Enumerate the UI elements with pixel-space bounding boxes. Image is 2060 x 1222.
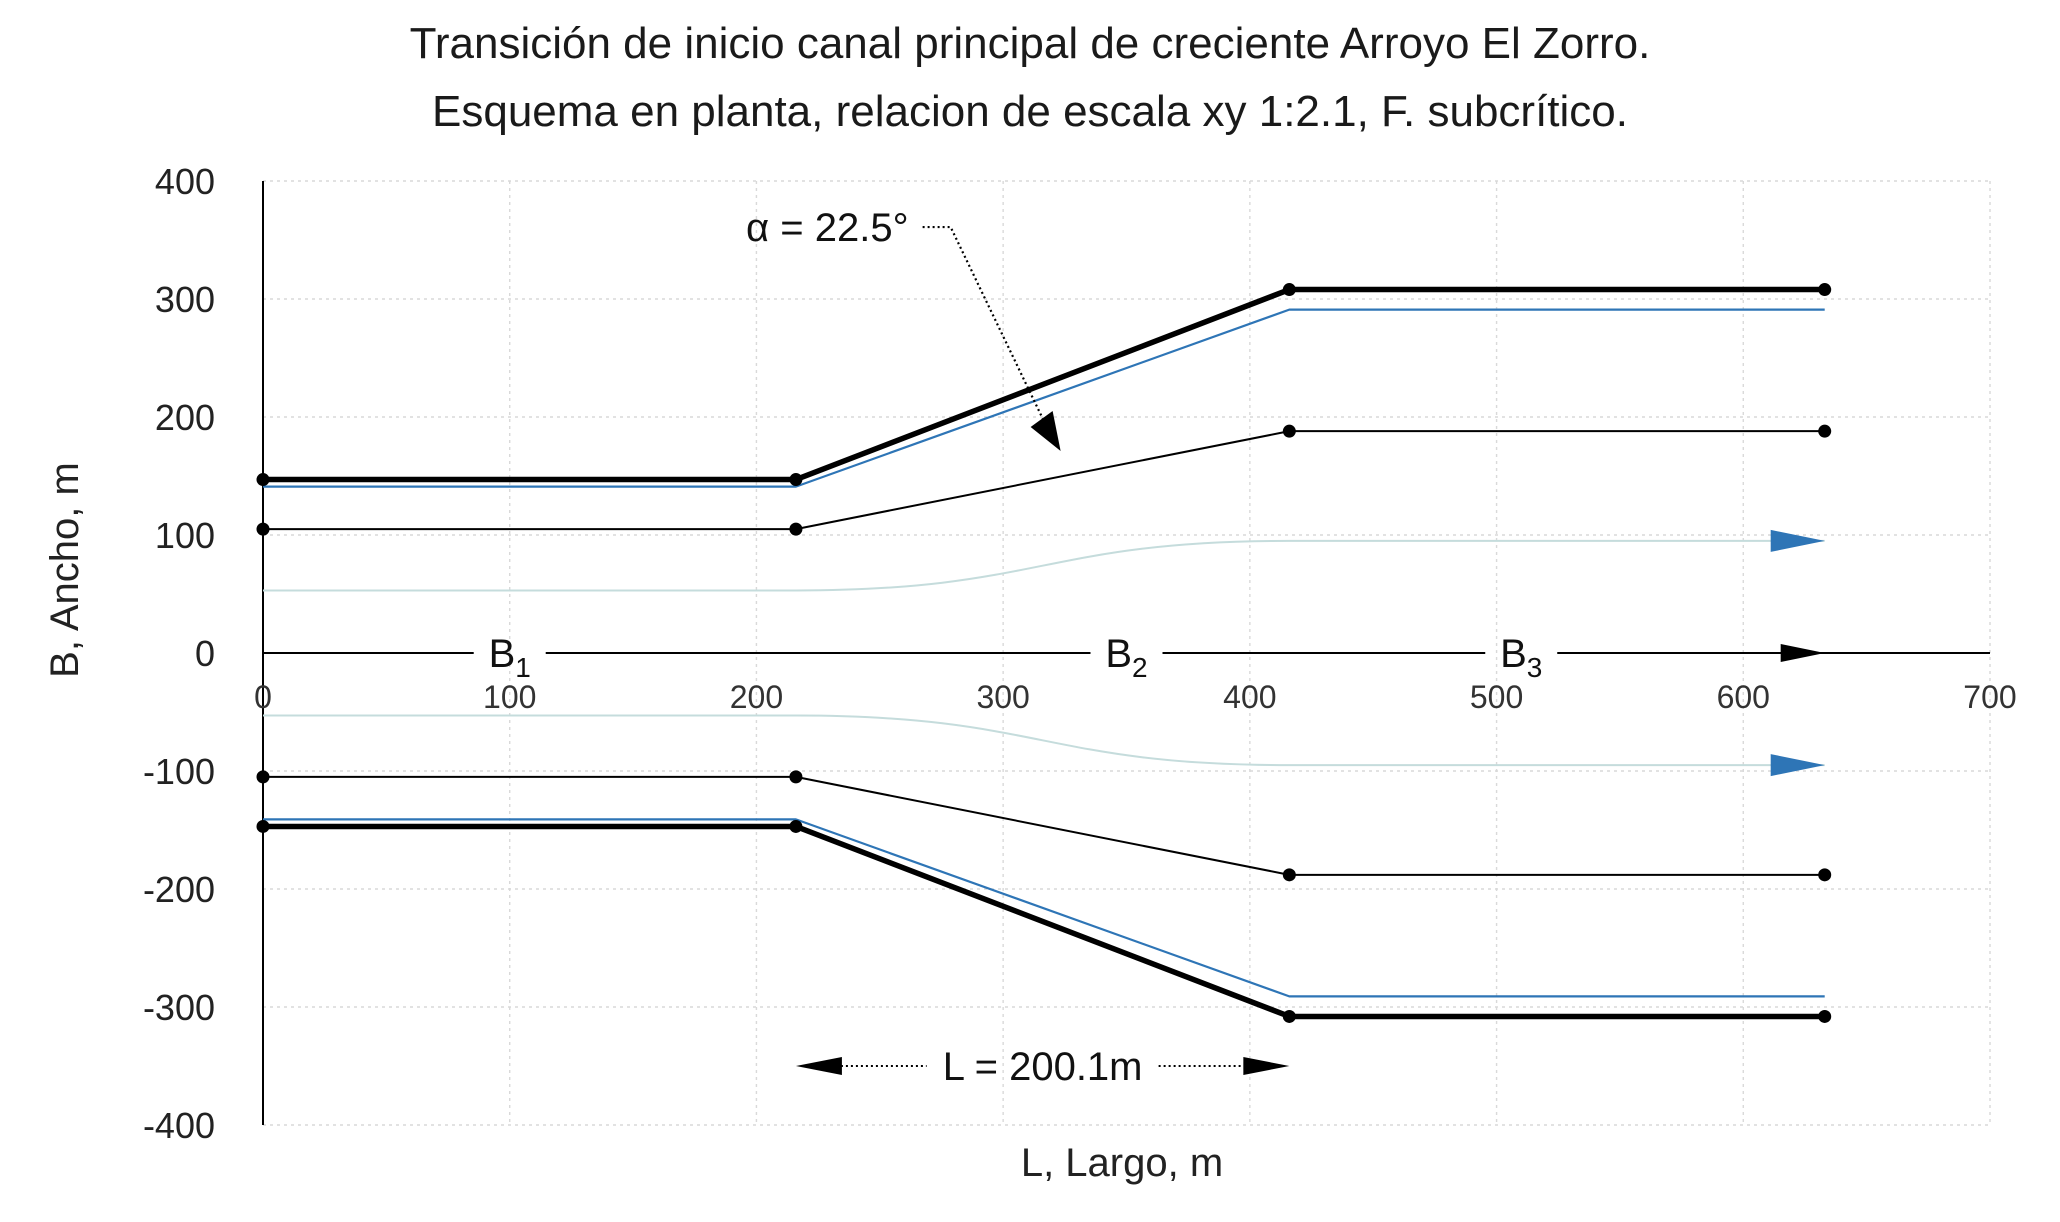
y-tick-label: -300 [143,987,215,1028]
length-annotation-text: L = 200.1m [943,1045,1143,1089]
segment-label: B2 [1105,632,1147,683]
x-axis-label: L, Largo, m [1021,1141,1223,1185]
y-tick-label: 300 [155,279,215,320]
angle-annotation-text: α = 22.5° [746,206,909,250]
water-top-line [263,308,1825,488]
chart-subtitle: Esquema en planta, relacion de escala xy… [432,87,1628,136]
wall-bottom-point [256,819,270,833]
y-tick-label: -400 [143,1105,215,1146]
y-tick-label: 100 [155,515,215,556]
x-tick-label: 700 [1963,679,2016,715]
inner-bottom-point [1818,868,1832,882]
axes: 400 300 200 100 0 -100 -200 -300 -400 0 100 200 300 4… [143,161,2017,1146]
segment-labels: B1 B2 B3 [489,632,1543,683]
series-markers [256,283,1832,1023]
x-tick-label: 100 [483,679,536,715]
inner-top-point [1818,424,1832,438]
segment-label: B1 [489,632,531,683]
inner-bottom-point [1282,868,1296,882]
wall-top-point [789,473,803,487]
centerline-arrowhead [1780,644,1825,662]
y-tick-label: 200 [155,397,215,438]
inner-top-line [263,430,1825,531]
annotations: α = 22.5° L = 200.1m [746,206,1290,1089]
flow-bottom-arrowhead [1770,754,1825,777]
y-tick-label: 400 [155,161,215,202]
inner-top-point [256,522,270,536]
wall-bottom-point [1282,1009,1296,1023]
x-tick-label: 0 [254,679,272,715]
y-tick-label: -200 [143,869,215,910]
length-annotation-arrowhead-left [795,1057,842,1075]
inner-top-point [789,522,803,536]
wall-bottom-point [1818,1009,1832,1023]
y-tick-label: -100 [143,751,215,792]
inner-bottom-point [256,770,270,784]
angle-annotation-leader [922,225,1052,436]
length-annotation-arrowhead-right [1243,1057,1290,1075]
inner-bottom-line [263,775,1825,876]
x-tick-label: 200 [730,679,783,715]
wall-top-point [256,473,270,487]
wall-top-point [1282,283,1296,297]
x-tick-label: 500 [1470,679,1523,715]
flow-top-line [263,539,1825,592]
segment-label: B3 [1500,632,1542,683]
water-bottom-line [263,818,1825,998]
x-tick-label: 300 [976,679,1029,715]
flow-bottom-line [263,714,1825,767]
y-axis-label: B, Ancho, m [43,462,87,678]
wall-bottom-line [263,823,1825,1020]
angle-annotation-arrowhead [1030,411,1061,452]
inner-bottom-point [789,770,803,784]
chart-title: Transición de inicio canal principal de … [410,19,1651,68]
wall-top-line [263,286,1825,483]
x-tick-label: 600 [1717,679,1770,715]
flow-top-arrowhead [1770,529,1825,552]
x-tick-label: 400 [1223,679,1276,715]
wall-bottom-point [789,819,803,833]
series-lines [263,286,1990,1020]
inner-top-point [1282,424,1296,438]
y-tick-label: 0 [195,633,215,674]
wall-top-point [1818,283,1832,297]
flowlines [263,529,1825,777]
